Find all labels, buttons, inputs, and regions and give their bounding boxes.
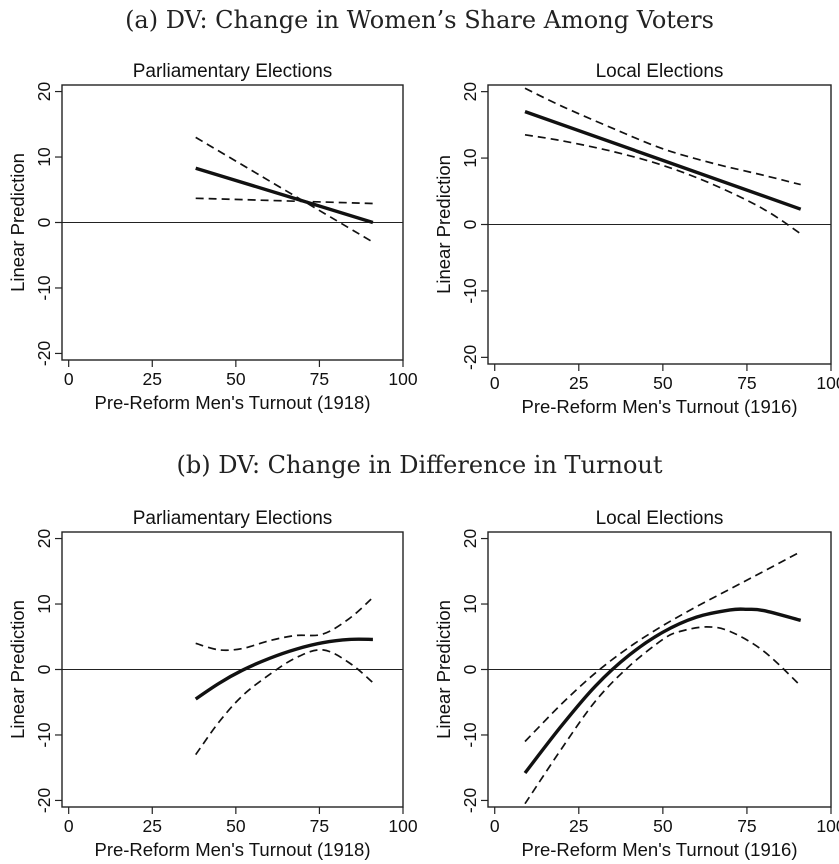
y-axis-label: Linear Prediction [7,600,28,739]
x-tick-label: 100 [816,373,839,393]
prediction-line [523,607,802,775]
y-tick-label: 20 [460,82,480,102]
y-tick-label: -20 [34,788,54,814]
y-tick-label: 10 [460,594,480,614]
x-tick-label: 100 [388,816,417,836]
y-axis-label: Linear Prediction [433,155,454,294]
y-tick-label: -20 [460,788,480,814]
chart-title: Parliamentary Elections [133,508,333,529]
x-axis-label: Pre-Reform Men's Turnout (1916) [521,396,797,417]
y-tick-label: 10 [34,147,54,167]
section-title-b: (b) DV: Change in Difference in Turnout [176,451,663,479]
y-tick-label: 0 [460,219,480,229]
confidence-bound-line [195,596,374,652]
y-tick-label: 0 [34,217,54,227]
prediction-line [524,109,802,211]
x-tick-label: 50 [226,816,246,836]
y-tick-label: 0 [34,664,54,674]
x-tick-label: 50 [653,816,673,836]
y-tick-label: -10 [34,722,54,748]
x-axis-label: Pre-Reform Men's Turnout (1916) [521,839,797,860]
x-tick-label: 75 [310,369,329,389]
x-tick-label: 50 [226,369,246,389]
y-tick-label: -10 [460,722,480,748]
y-axis-label: Linear Prediction [7,153,28,292]
y-tick-label: 0 [460,664,480,674]
x-tick-label: 0 [490,816,500,836]
x-tick-label: 75 [737,816,756,836]
y-tick-label: -10 [34,275,54,301]
y-tick-label: 20 [34,529,54,549]
x-axis-label: Pre-Reform Men's Turnout (1918) [94,392,370,413]
confidence-bound-line [195,648,374,756]
x-tick-label: 25 [143,816,162,836]
x-tick-label: 100 [388,369,417,389]
y-tick-label: 10 [460,148,480,168]
y-tick-label: 20 [34,82,54,102]
prediction-line [194,637,373,701]
chart-title: Local Elections [596,61,724,82]
x-tick-label: 75 [737,373,756,393]
x-tick-label: 0 [64,369,74,389]
y-tick-label: -20 [34,341,54,367]
x-tick-label: 25 [569,816,588,836]
confidence-bound-line [524,87,801,186]
y-tick-label: -20 [460,344,480,370]
y-axis-label: Linear Prediction [433,600,454,739]
y-tick-label: 20 [460,529,480,549]
confidence-bound-line [524,626,802,805]
x-tick-label: 50 [653,373,673,393]
x-tick-label: 0 [490,373,500,393]
x-tick-label: 0 [64,816,74,836]
confidence-bound-line [195,136,374,243]
x-tick-label: 25 [569,373,588,393]
x-tick-label: 100 [816,816,839,836]
chart-title: Parliamentary Elections [133,61,333,82]
section-title-a: (a) DV: Change in Women’s Share Among Vo… [125,6,714,34]
y-tick-label: 10 [34,594,54,614]
confidence-bound-line [524,550,802,743]
prediction-line [195,166,374,225]
confidence-bound-line [195,197,373,205]
x-axis-label: Pre-Reform Men's Turnout (1918) [94,839,370,860]
confidence-bound-line [524,133,802,235]
y-tick-label: -10 [460,278,480,304]
x-tick-label: 75 [310,816,329,836]
x-tick-label: 25 [143,369,162,389]
chart-title: Local Elections [596,508,724,529]
